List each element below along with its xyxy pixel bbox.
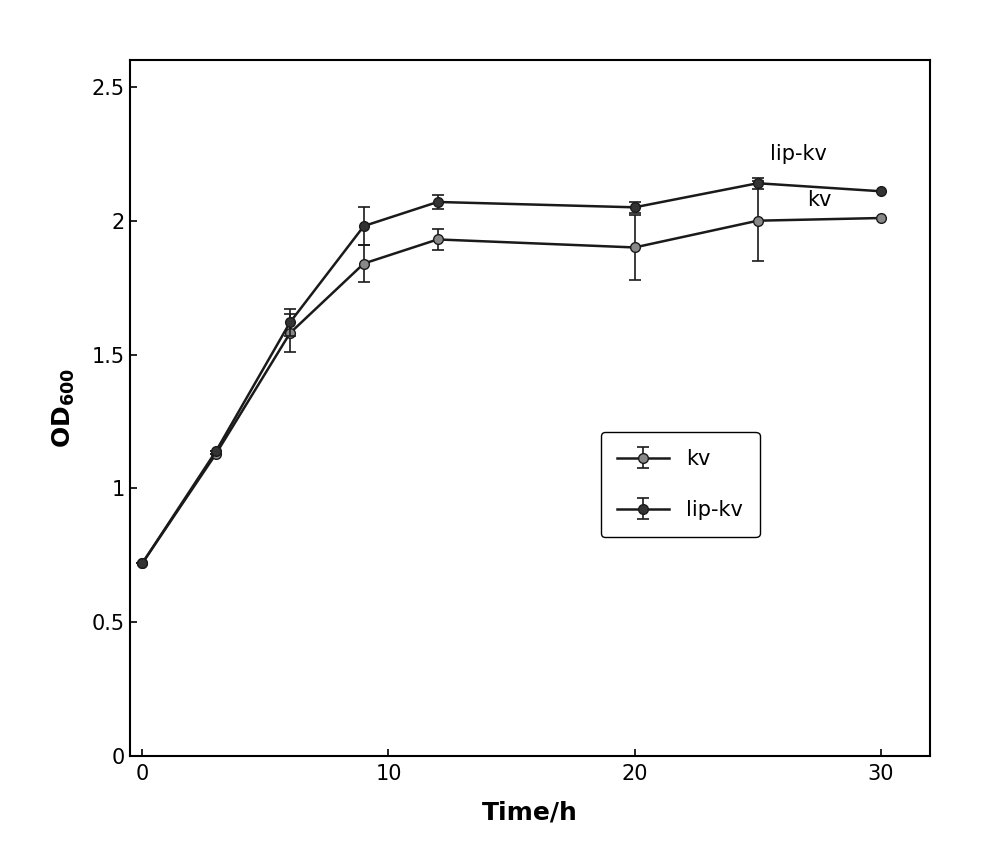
X-axis label: Time/h: Time/h bbox=[482, 801, 578, 825]
Text: lip-kv: lip-kv bbox=[770, 144, 827, 165]
Y-axis label: $\mathbf{OD_{600}}$: $\mathbf{OD_{600}}$ bbox=[51, 368, 77, 448]
Text: kv: kv bbox=[807, 190, 831, 210]
Legend: kv, lip-kv: kv, lip-kv bbox=[601, 432, 760, 537]
